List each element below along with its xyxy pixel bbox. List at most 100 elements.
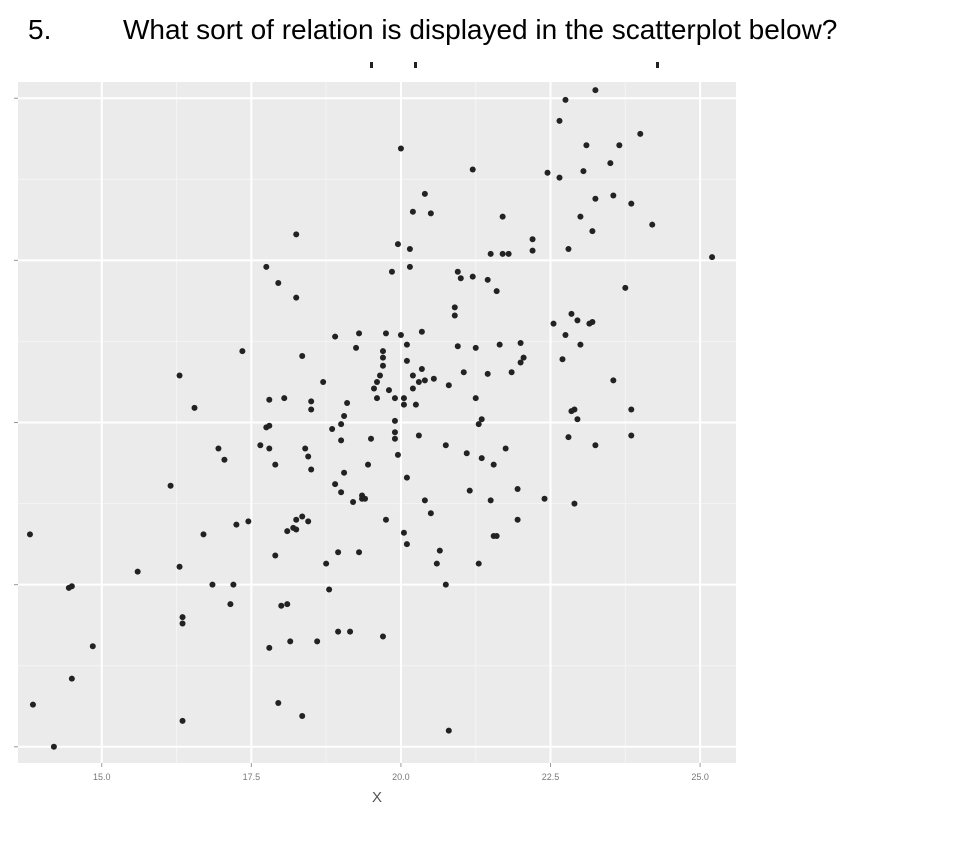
data-point: [427, 510, 434, 517]
data-point: [478, 455, 485, 462]
data-point: [421, 497, 428, 504]
data-point: [239, 348, 246, 355]
data-point: [266, 422, 273, 429]
data-point: [469, 273, 476, 280]
data-point: [577, 213, 584, 220]
data-point: [200, 531, 207, 538]
data-point: [445, 727, 452, 734]
data-point: [403, 541, 410, 548]
data-point: [442, 581, 449, 588]
data-point: [517, 340, 524, 347]
data-point: [379, 633, 386, 640]
data-point: [293, 526, 300, 533]
data-point: [454, 268, 461, 275]
data-point: [382, 516, 389, 523]
data-point: [284, 601, 291, 608]
data-point: [451, 312, 458, 319]
data-point: [314, 638, 321, 645]
data-point: [179, 614, 186, 621]
data-point: [350, 498, 357, 505]
data-point: [430, 375, 437, 382]
data-point: [394, 241, 401, 248]
data-point: [415, 378, 422, 385]
data-point: [466, 487, 473, 494]
data-point: [281, 395, 288, 402]
data-point: [167, 482, 174, 489]
data-point: [320, 378, 327, 385]
data-point: [29, 701, 36, 708]
data-point: [215, 445, 222, 452]
data-point: [496, 341, 503, 348]
data-point: [365, 461, 372, 468]
data-point: [221, 456, 228, 463]
data-point: [541, 495, 548, 502]
data-point: [409, 385, 416, 392]
data-point: [499, 213, 506, 220]
data-point: [421, 377, 428, 384]
data-point: [427, 210, 434, 217]
data-point: [400, 395, 407, 402]
data-point: [394, 451, 401, 458]
data-point: [391, 417, 398, 424]
data-point: [335, 628, 342, 635]
data-point: [191, 404, 198, 411]
data-point: [379, 348, 386, 355]
data-point: [556, 174, 563, 181]
data-points: [26, 87, 716, 750]
data-point: [454, 343, 461, 350]
data-point: [421, 190, 428, 197]
data-point: [418, 328, 425, 335]
data-point: [475, 560, 482, 567]
data-point: [356, 330, 363, 337]
data-point: [400, 529, 407, 536]
data-point: [176, 372, 183, 379]
data-point: [529, 236, 536, 243]
data-point: [520, 354, 527, 361]
data-point: [592, 87, 599, 94]
data-point: [293, 516, 300, 523]
data-point: [607, 160, 614, 167]
data-point: [245, 518, 252, 525]
data-point: [412, 401, 419, 408]
x-axis-label: X: [372, 789, 382, 806]
data-point: [374, 395, 380, 402]
data-point: [391, 435, 398, 442]
data-point: [571, 406, 578, 413]
data-point: [415, 432, 422, 439]
data-point: [478, 416, 485, 423]
data-point: [583, 142, 590, 149]
data-point: [344, 400, 351, 407]
x-tick-label: 25.0: [691, 772, 709, 782]
data-point: [379, 354, 386, 361]
data-point: [556, 117, 563, 124]
data-point: [335, 549, 342, 556]
data-point: [544, 169, 551, 176]
x-tick-label: 15.0: [93, 772, 111, 782]
data-point: [305, 453, 312, 460]
data-point: [460, 369, 467, 376]
data-point: [278, 602, 285, 609]
data-point: [409, 208, 416, 215]
data-point: [463, 450, 470, 457]
data-point: [472, 344, 479, 351]
data-point: [487, 497, 494, 504]
data-point: [628, 200, 635, 207]
data-point: [326, 586, 333, 593]
data-point: [382, 330, 389, 337]
data-point: [436, 547, 443, 554]
data-point: [409, 372, 416, 379]
data-point: [397, 331, 404, 338]
data-point: [266, 644, 273, 651]
data-point: [257, 442, 264, 449]
data-point: [571, 500, 578, 507]
data-point: [568, 310, 575, 317]
data-point: [559, 356, 566, 363]
data-point: [227, 601, 234, 608]
data-point: [50, 743, 57, 750]
data-point: [403, 341, 410, 348]
data-point: [433, 560, 440, 567]
data-point: [338, 437, 345, 444]
data-point: [628, 432, 635, 439]
data-point: [233, 521, 240, 528]
data-point: [610, 377, 617, 384]
